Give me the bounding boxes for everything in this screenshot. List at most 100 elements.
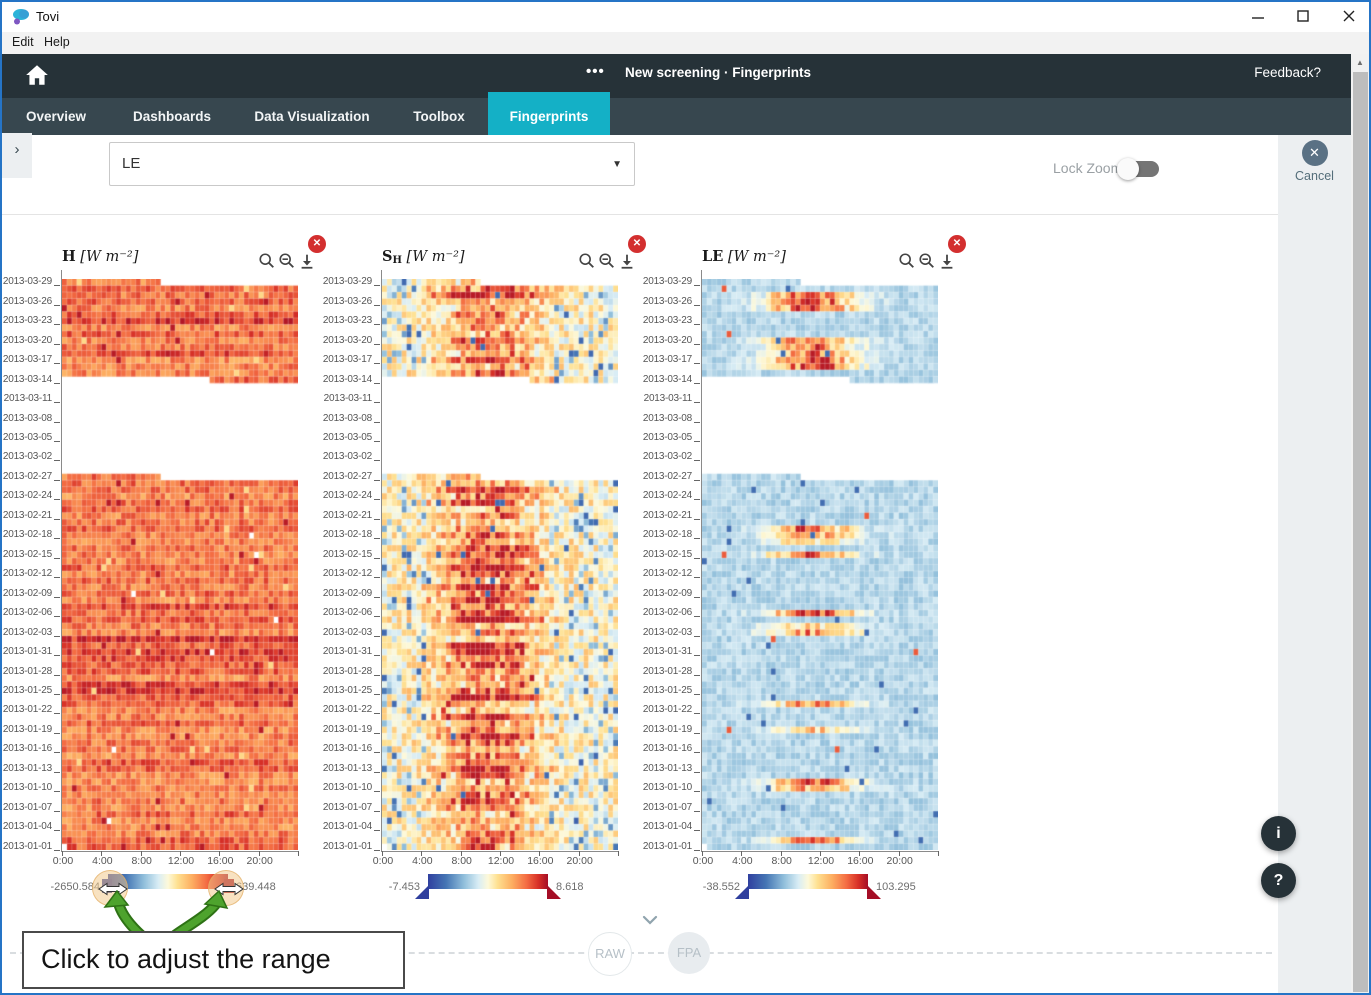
nav-header: [2, 54, 1351, 98]
y-tick-label: 2013-02-21: [322, 509, 372, 521]
y-tick-mark: [54, 752, 60, 754]
tovi-logo-icon: [13, 9, 29, 25]
y-tick-label: 2013-03-20: [322, 334, 372, 346]
scrollbar-up-icon[interactable]: ▲: [1356, 58, 1364, 67]
y-tick-label: 2013-03-26: [322, 295, 372, 307]
y-tick-mark: [694, 285, 700, 287]
y-tick-label: 2013-01-07: [322, 801, 372, 813]
y-tick-mark: [374, 830, 380, 832]
menu-edit[interactable]: Edit: [12, 35, 34, 49]
scale-min-value: -2650.584: [50, 881, 100, 893]
close-button[interactable]: [1334, 8, 1364, 26]
colorbar[interactable]: [108, 874, 228, 889]
info-button[interactable]: i: [1261, 816, 1296, 851]
breadcrumb: New screening · Fingerprints: [625, 65, 812, 80]
y-tick-label: 2013-02-24: [642, 490, 692, 502]
x-tick-label: 4:00: [412, 855, 433, 867]
y-tick-label: 2013-01-19: [322, 723, 372, 735]
y-tick-mark: [694, 557, 700, 559]
close-badge-icon[interactable]: ✕: [628, 235, 646, 253]
y-tick-mark: [694, 849, 700, 851]
flow-node-fpa[interactable]: FPA: [668, 932, 710, 974]
plot-title: SH [W m⁻²]: [382, 248, 465, 266]
help-button[interactable]: ?: [1261, 863, 1296, 898]
scrollbar-thumb[interactable]: [1352, 72, 1368, 992]
plot-variable-symbol: H: [62, 248, 76, 265]
y-tick-label: 2013-02-12: [2, 568, 52, 580]
fingerprint-heatmap[interactable]: [382, 279, 618, 850]
x-tick-label: 4:00: [92, 855, 113, 867]
vertical-scrollbar[interactable]: ▲: [1351, 54, 1369, 993]
tab-data-visualization[interactable]: Data Visualization: [254, 109, 370, 124]
download-icon[interactable]: [938, 252, 956, 270]
home-icon[interactable]: [24, 62, 50, 88]
collapse-chevron-down-icon[interactable]: [640, 913, 660, 927]
variable-select[interactable]: LE ▼: [109, 142, 635, 186]
feedback-link[interactable]: Feedback?: [1254, 65, 1321, 80]
zoom-in-icon[interactable]: [578, 252, 596, 270]
y-tick-label: 2013-02-21: [642, 509, 692, 521]
close-badge-icon[interactable]: ✕: [948, 235, 966, 253]
title-bar: Tovi: [2, 2, 1369, 32]
y-tick-label: 2013-01-10: [642, 782, 692, 794]
download-icon[interactable]: [618, 252, 636, 270]
y-tick-label: 2013-03-17: [322, 354, 372, 366]
x-tick-label: 0:00: [52, 855, 74, 867]
y-tick-label: 2013-01-31: [642, 646, 692, 658]
y-axis-line: [701, 270, 702, 852]
flow-node-raw[interactable]: RAW: [588, 932, 632, 976]
lock-zoom-toggle[interactable]: [1117, 158, 1159, 180]
y-tick-label: 2013-03-29: [2, 276, 52, 288]
fingerprint-heatmap[interactable]: [62, 279, 298, 850]
y-tick-label: 2013-03-11: [3, 393, 53, 405]
y-tick-label: 2013-01-04: [2, 821, 52, 833]
y-tick-mark: [694, 402, 700, 404]
download-icon[interactable]: [298, 252, 316, 270]
overflow-menu-icon[interactable]: •••: [586, 63, 605, 80]
y-tick-label: 2013-01-01: [322, 840, 372, 852]
close-badge-icon[interactable]: ✕: [308, 235, 326, 253]
y-tick-mark: [54, 285, 60, 287]
y-tick-label: 2013-03-08: [322, 412, 372, 424]
zoom-out-icon[interactable]: [918, 252, 936, 270]
zoom-out-icon[interactable]: [598, 252, 616, 270]
sidebar-expand-button[interactable]: ›: [2, 133, 32, 178]
y-tick-label: 2013-01-22: [322, 704, 372, 716]
x-tick-mark: [62, 851, 63, 856]
range-handle-max[interactable]: [867, 885, 881, 904]
zoom-in-icon[interactable]: [898, 252, 916, 270]
maximize-button[interactable]: [1288, 8, 1318, 26]
zoom-in-icon[interactable]: [258, 252, 276, 270]
y-tick-label: 2013-03-23: [322, 315, 372, 327]
side-action-panel: ✕ Cancel: [1278, 135, 1351, 993]
range-handle-min[interactable]: [735, 885, 749, 904]
y-tick-label: 2013-02-24: [322, 490, 372, 502]
zoom-out-icon[interactable]: [278, 252, 296, 270]
y-tick-label: 2013-01-10: [322, 782, 372, 794]
menu-help[interactable]: Help: [44, 35, 70, 49]
y-tick-label: 2013-02-03: [2, 626, 52, 638]
range-handle-min[interactable]: [415, 885, 429, 904]
y-tick-label: 2013-02-09: [322, 587, 372, 599]
tab-toolbox[interactable]: Toolbox: [413, 109, 465, 124]
tab-dashboards[interactable]: Dashboards: [132, 109, 212, 124]
x-tick-mark: [180, 851, 181, 856]
y-tick-mark: [694, 421, 700, 423]
plot-units: [W m⁻²]: [75, 249, 139, 265]
fingerprint-heatmap[interactable]: [702, 279, 938, 850]
cancel-button[interactable]: ✕ Cancel: [1278, 140, 1351, 183]
double-arrow-icon: [98, 882, 128, 896]
y-tick-label: 2013-01-04: [642, 821, 692, 833]
tab-overview[interactable]: Overview: [25, 109, 87, 124]
y-tick-mark: [374, 479, 380, 481]
variable-select-value: LE: [122, 155, 141, 172]
y-tick-mark: [694, 499, 700, 501]
tab-fingerprints[interactable]: Fingerprints: [488, 92, 610, 135]
range-handle-max[interactable]: [547, 885, 561, 904]
y-tick-label: 2013-01-22: [642, 704, 692, 716]
minimize-button[interactable]: [1243, 8, 1273, 26]
colorbar[interactable]: [428, 874, 548, 889]
y-tick-mark: [54, 616, 60, 618]
y-axis-line: [61, 270, 62, 852]
colorbar[interactable]: [748, 874, 868, 889]
